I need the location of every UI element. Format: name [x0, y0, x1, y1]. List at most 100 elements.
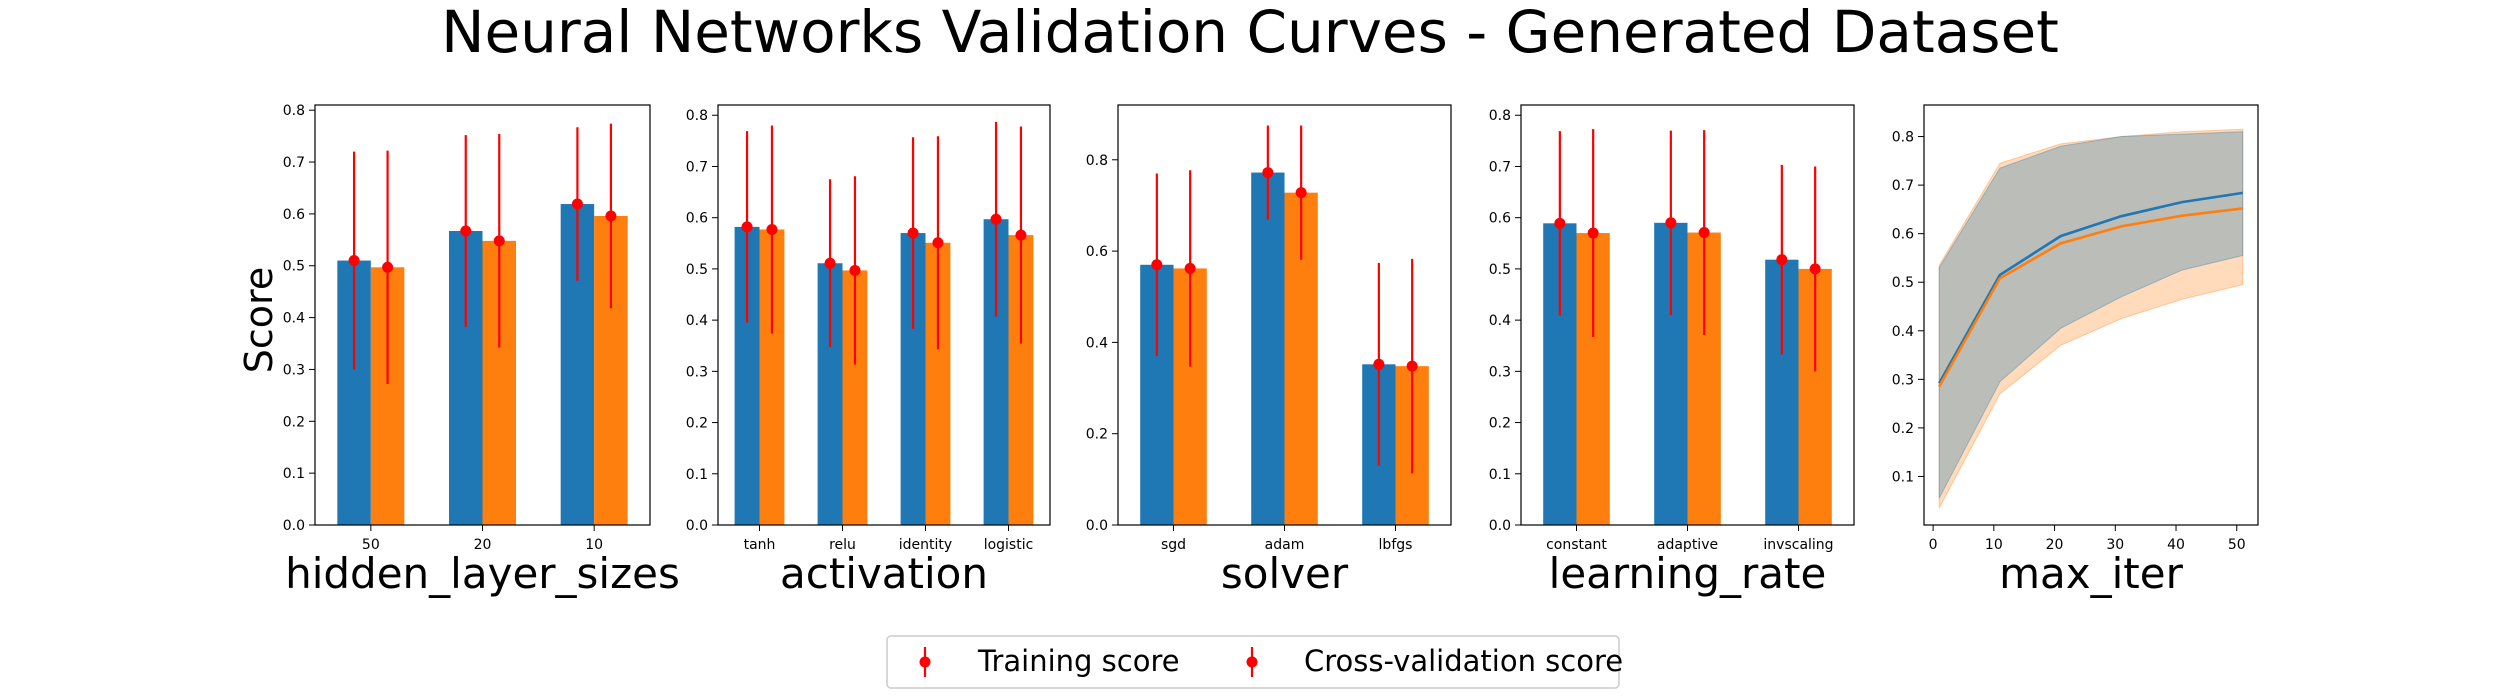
error-point [1151, 259, 1163, 271]
panels: 50 20 10 0.0 0.1 0.2 0.3 0.4 0.5 0.6 0.7 0.8 hidden_… [283, 103, 2259, 598]
x-tick-label: 0 [1929, 537, 1938, 553]
x-tick-label: invscaling [1763, 537, 1833, 553]
y-tick-label: 0.6 [1489, 211, 1511, 227]
y-tick-label: 0.7 [283, 155, 305, 171]
error-point [932, 237, 944, 249]
y-tick-label: 0.3 [1489, 364, 1511, 380]
panel-learning_rate: constant adaptive invscaling 0.0 0.1 0.2 0.3 0.… [1489, 104, 1855, 598]
y-tick-label: 0.1 [283, 466, 305, 482]
y-tick-label: 0.1 [1489, 467, 1511, 483]
error-point [849, 264, 861, 276]
x-tick-label: lbfgs [1379, 537, 1413, 553]
y-tick-label: 0.7 [1892, 178, 1914, 194]
axes-frame [1117, 104, 1452, 526]
y-tick-label: 0.6 [686, 211, 708, 227]
x-tick-label: constant [1546, 537, 1607, 553]
line-train [1938, 191, 2244, 384]
y-tick-label: 0.6 [283, 207, 305, 223]
x-tick-label: 40 [2167, 537, 2185, 553]
x-axis-label: solver [1221, 549, 1349, 598]
y-tick-label: 0.0 [283, 518, 305, 534]
x-tick-label: adam [1265, 537, 1305, 553]
axes-frame [1923, 104, 2259, 526]
error-point [605, 210, 617, 222]
panel-solver: sgd adam lbfgs 0.0 0.2 0.4 0.6 0.8 solver [1086, 104, 1452, 598]
panel-hidden_layer_sizes: 50 20 10 0.0 0.1 0.2 0.3 0.4 0.5 0.6 0.7 0.8 hidden_… [283, 103, 680, 598]
error-point [1015, 229, 1027, 241]
x-tick-label: relu [829, 537, 856, 553]
error-point [571, 198, 583, 210]
confidence-band-cv [1938, 128, 2244, 509]
error-point [990, 213, 1002, 225]
panel-activation: tanh relu identity logistic 0.0 0.1 0.2 0.3 0.4 0… [686, 104, 1051, 598]
x-axis-label: hidden_layer_sizes [285, 549, 680, 598]
bar-train [1251, 172, 1285, 525]
y-tick-label: 0.3 [686, 364, 708, 380]
y-tick-label: 0.0 [1086, 518, 1108, 534]
y-tick-label: 0.3 [1892, 372, 1914, 388]
error-point [1587, 227, 1599, 239]
legend-marker-icon [919, 656, 931, 668]
y-tick-label: 0.2 [283, 414, 305, 430]
y-tick-label: 0.8 [1892, 130, 1914, 146]
error-point [741, 221, 753, 233]
x-tick-label: identity [899, 537, 952, 553]
legend-label: Training score [977, 644, 1180, 678]
x-tick-label: adaptive [1657, 537, 1718, 553]
x-tick-label: 50 [2228, 537, 2246, 553]
error-point [1295, 187, 1307, 199]
axes-frame [314, 104, 651, 526]
line-cv [1938, 207, 2243, 388]
error-point [907, 227, 919, 239]
error-point [1554, 217, 1566, 229]
x-tick-label: 10 [585, 537, 603, 553]
y-tick-label: 0.4 [1892, 324, 1914, 340]
x-tick-label: 30 [2106, 537, 2124, 553]
y-tick-label: 0.2 [1892, 421, 1914, 437]
error-point [493, 235, 505, 247]
error-point [1665, 217, 1677, 229]
y-tick-label: 0.1 [686, 467, 708, 483]
y-tick-label: 0.1 [1892, 469, 1914, 485]
error-point [766, 223, 778, 235]
y-tick-label: 0.4 [1086, 335, 1108, 351]
error-point [382, 261, 394, 273]
error-point [1406, 360, 1418, 372]
legend-marker-icon [1246, 656, 1258, 668]
error-point [460, 225, 472, 237]
y-tick-label: 0.7 [1489, 159, 1511, 175]
y-tick-label: 0.2 [1086, 427, 1108, 443]
error-point [1184, 262, 1196, 274]
y-tick-label: 0.7 [686, 159, 708, 175]
y-tick-label: 0.4 [686, 313, 708, 329]
y-tick-label: 0.8 [1086, 153, 1108, 169]
x-tick-label: 20 [474, 537, 492, 553]
error-point [1698, 227, 1710, 239]
x-tick-label: tanh [744, 537, 776, 553]
y-axis-label: Score [237, 267, 281, 373]
y-tick-label: 0.8 [686, 108, 708, 124]
y-tick-label: 0.5 [1489, 262, 1511, 278]
error-point [348, 255, 360, 267]
x-axis-label: max_iter [1999, 549, 2183, 598]
confidence-band-train [1938, 131, 2244, 499]
x-axis-label: activation [780, 549, 988, 598]
x-tick-label: 20 [2046, 537, 2064, 553]
y-tick-label: 0.0 [686, 518, 708, 534]
error-point [1776, 254, 1788, 266]
y-tick-label: 0.4 [283, 311, 305, 327]
y-tick-label: 0.4 [1489, 313, 1511, 329]
panel-max_iter: 0 10 20 30 40 50 0.1 0.2 0.3 0.4 0.5 0.6 0.7 0.8 max_i… [1892, 104, 2259, 598]
y-tick-label: 0.6 [1086, 244, 1108, 260]
x-tick-label: 50 [362, 537, 380, 553]
error-point [1262, 167, 1274, 179]
x-tick-label: sgd [1161, 537, 1186, 553]
error-point [1809, 263, 1821, 275]
y-tick-label: 0.5 [1892, 275, 1914, 291]
y-tick-label: 0.2 [686, 416, 708, 432]
y-tick-label: 0.5 [283, 259, 305, 275]
x-tick-label: logistic [984, 537, 1034, 553]
error-point [1373, 358, 1385, 370]
y-tick-label: 0.8 [1489, 108, 1511, 124]
